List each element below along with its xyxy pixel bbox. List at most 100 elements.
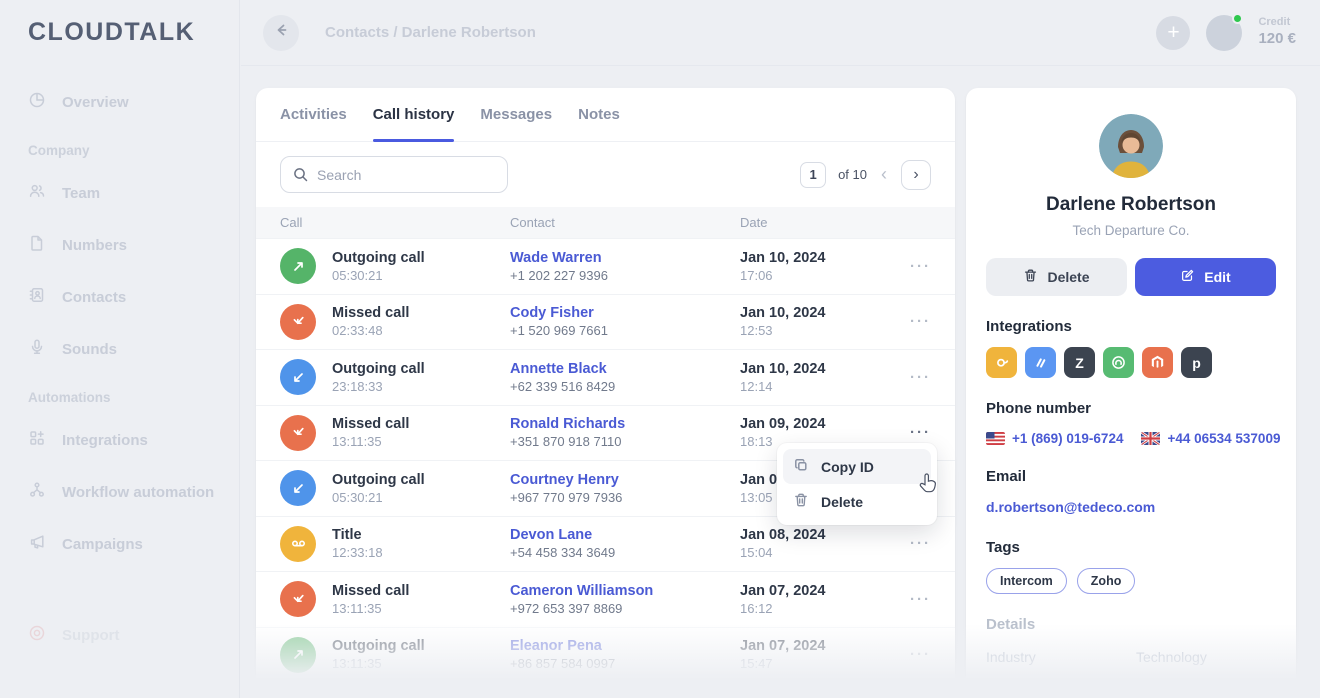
contact-phone: +54 458 334 3649 [510, 545, 616, 561]
contact-link[interactable]: Eleanor Pena [510, 638, 602, 655]
pipedrive-integration-icon[interactable]: p [1181, 347, 1212, 378]
table-row[interactable]: Outgoing call 13:11:35 Eleanor Pena +86 85… [256, 626, 955, 683]
contact-company: Tech Departure Co. [1072, 223, 1190, 238]
row-menu-button[interactable]: ··· [885, 591, 931, 608]
tab-call-history[interactable]: Call history [372, 88, 454, 142]
call-duration: 12:33:18 [332, 545, 383, 561]
sidebar-item-workflow-automation[interactable]: Workflow automation [28, 481, 239, 503]
sidebar-item-integrations[interactable]: Integrations [28, 429, 239, 451]
contact-link[interactable]: Cameron Williamson [510, 582, 654, 599]
column-header-call: Call [280, 215, 303, 230]
row-menu-button[interactable]: ··· [885, 535, 931, 552]
contact-link[interactable]: Courtney Henry [510, 471, 619, 488]
incoming-call-icon [280, 359, 316, 396]
prev-page-button[interactable]: ‹ [881, 164, 887, 184]
swirl-integration-icon[interactable] [986, 347, 1017, 378]
contact-link[interactable]: Wade Warren [510, 249, 602, 266]
trash-icon [793, 492, 809, 511]
sidebar-item-overview[interactable]: Overview [28, 91, 239, 113]
slashes-integration-icon[interactable] [1025, 347, 1056, 378]
call-type: Title [332, 527, 362, 544]
sidebar-item-team[interactable]: Team [28, 182, 239, 204]
sidebar-item-sounds[interactable]: Sounds [28, 338, 239, 360]
detail-label: Industry [986, 649, 1036, 665]
sidebar-item-campaigns[interactable]: Campaigns [28, 533, 239, 555]
call-duration: 13:11:35 [332, 600, 382, 616]
call-date: Jan 10, 2024 [740, 305, 826, 322]
phone-number-uk[interactable]: +44 06534 537009 [1141, 431, 1280, 446]
context-menu-item-label: Copy ID [821, 458, 874, 475]
tag-intercom[interactable]: Intercom [986, 568, 1067, 594]
integrations-row: Z p [986, 347, 1276, 378]
email-link[interactable]: d.robertson@tedeco.com [986, 499, 1156, 515]
microphone-icon [28, 338, 46, 360]
back-button[interactable] [263, 14, 299, 51]
call-time: 12:14 [740, 378, 773, 394]
search-input[interactable] [280, 156, 508, 193]
call-time: 15:04 [740, 545, 773, 561]
uk-flag-icon [1141, 432, 1161, 445]
row-menu-button[interactable]: ··· [885, 424, 931, 441]
delete-contact-button[interactable]: Delete [986, 258, 1127, 296]
edit-contact-button[interactable]: Edit [1135, 258, 1276, 296]
context-menu-delete[interactable]: Delete [783, 484, 931, 519]
contact-phone: +967 770 979 7936 [510, 489, 623, 505]
tag-zoho[interactable]: Zoho [1076, 568, 1136, 594]
arrow-left-icon [273, 22, 289, 43]
next-page-button[interactable]: › [901, 159, 931, 190]
missed-call-icon [280, 303, 316, 340]
phone-number-us[interactable]: +1 (869) 019-6724 [986, 431, 1123, 446]
sidebar-item-numbers[interactable]: Numbers [28, 234, 239, 256]
call-duration: 23:18:33 [332, 378, 383, 394]
row-menu-button[interactable]: ··· [885, 646, 931, 663]
call-type: Missed call [332, 582, 410, 599]
breadcrumb: Contacts / Darlene Robertson [325, 24, 536, 41]
sidebar-item-label: Workflow automation [62, 483, 215, 501]
call-type: Missed call [332, 305, 410, 322]
table-row[interactable]: Missed call 13:11:35 Cameron Williamson +9… [256, 571, 955, 627]
tab-notes[interactable]: Notes [578, 106, 620, 123]
contact-link[interactable]: Annette Black [510, 360, 607, 377]
zendesk-integration-icon[interactable]: Z [1064, 347, 1095, 378]
page-total-label: of 10 [838, 167, 867, 182]
delete-button-label: Delete [1047, 269, 1090, 285]
contact-phone: +1 202 227 9396 [510, 267, 608, 283]
page-number-box[interactable]: 1 [800, 161, 827, 188]
contact-avatar [1099, 114, 1163, 178]
pie-chart-icon [28, 91, 46, 113]
outgoing-call-icon [280, 636, 316, 673]
tags-row: Intercom Zoho [986, 568, 1276, 594]
context-menu-copy-id[interactable]: Copy ID [783, 449, 937, 493]
tab-messages[interactable]: Messages [480, 106, 553, 123]
table-row[interactable]: Missed call 02:33:48 Cody Fisher +1 520 96… [256, 293, 955, 350]
contact-link[interactable]: Cody Fisher [510, 305, 594, 322]
contact-profile-panel: Darlene Robertson Tech Departure Co. Del… [966, 88, 1296, 694]
table-row[interactable]: Missed call 13:11:35 Ronald Richards +351 … [256, 404, 955, 461]
magento-integration-icon[interactable] [1142, 347, 1173, 378]
tab-activities[interactable]: Activities [280, 106, 347, 123]
contact-phone: +1 520 969 7661 [510, 323, 608, 339]
credit-block: Credit 120 € [1258, 16, 1296, 49]
call-time: 18:13 [740, 434, 773, 450]
sidebar-item-label: Contacts [62, 288, 127, 306]
call-time: 17:06 [740, 267, 773, 283]
missed-call-icon [280, 581, 316, 618]
sidebar-item-contacts[interactable]: Contacts [28, 286, 239, 308]
row-menu-button[interactable]: ··· [885, 369, 931, 386]
contact-link[interactable]: Ronald Richards [510, 416, 626, 433]
table-row[interactable]: Outgoing call 05:30:21 Wade Warren +1 202 … [256, 238, 955, 294]
table-row[interactable]: Title 12:33:18 Devon Lane +54 458 334 3649… [256, 515, 955, 572]
row-menu-button[interactable]: ··· [885, 258, 931, 275]
sidebar-item-support[interactable]: Support [28, 624, 120, 646]
table-row[interactable]: Outgoing call 23:18:33 Annette Black +62 3… [256, 349, 955, 405]
contact-phone: +972 653 397 8869 [510, 600, 623, 616]
row-menu-button[interactable]: ··· [885, 313, 931, 330]
phone-number-title: Phone number [986, 400, 1092, 417]
contact-link[interactable]: Devon Lane [510, 527, 593, 544]
edit-button-label: Edit [1204, 269, 1231, 285]
sidebar-item-label: Sounds [62, 340, 117, 358]
user-avatar[interactable] [1206, 12, 1244, 51]
headset-integration-icon[interactable] [1103, 347, 1134, 378]
pagination: 1 of 10 ‹ › [800, 159, 931, 190]
add-button[interactable]: + [1156, 15, 1191, 50]
